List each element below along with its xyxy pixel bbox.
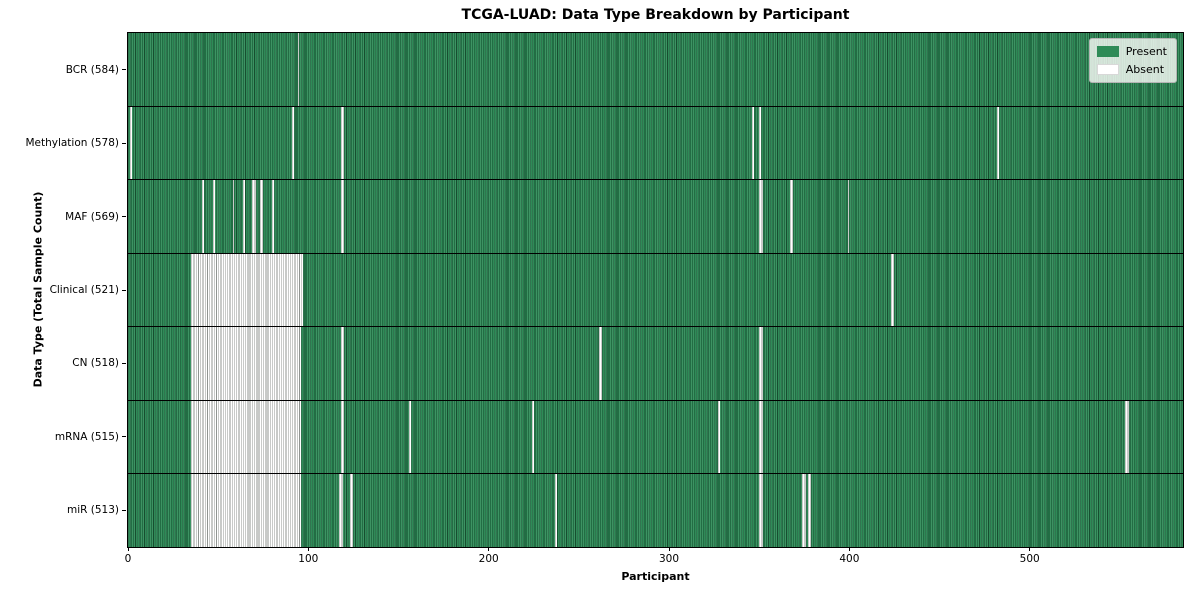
absent-run bbox=[759, 326, 763, 401]
absent-run bbox=[759, 179, 763, 254]
absent-run bbox=[847, 179, 850, 254]
absent-run bbox=[252, 179, 257, 254]
x-tick-mark bbox=[127, 547, 129, 551]
x-tick-mark bbox=[488, 547, 490, 551]
absent-run bbox=[890, 253, 895, 327]
heatmap-row-clinical bbox=[128, 253, 1183, 327]
plot-area: Present Absent bbox=[127, 32, 1184, 548]
absent-run bbox=[297, 33, 300, 107]
x-tick-label: 300 bbox=[658, 553, 680, 565]
absent-run bbox=[191, 473, 302, 547]
y-tick-mark bbox=[122, 69, 126, 71]
absent-run bbox=[259, 179, 264, 254]
y-tick-mark bbox=[122, 362, 126, 364]
y-tick-mark bbox=[122, 436, 126, 438]
y-tick-mark bbox=[122, 142, 126, 144]
x-tick-mark bbox=[307, 547, 309, 551]
row-separator bbox=[128, 179, 1183, 181]
x-tick-mark bbox=[668, 547, 670, 551]
heatmap-row-mir bbox=[128, 473, 1183, 547]
x-tick-label: 200 bbox=[478, 553, 499, 565]
absent-run bbox=[212, 179, 215, 254]
x-tick-mark bbox=[848, 547, 850, 551]
absent-run bbox=[759, 400, 763, 474]
x-tick-label: 400 bbox=[839, 553, 860, 565]
absent-run bbox=[129, 106, 132, 180]
absent-run bbox=[292, 106, 294, 180]
row-separator bbox=[128, 473, 1183, 475]
absent-run bbox=[1125, 400, 1129, 474]
y-tick-label: CN (518) bbox=[72, 357, 119, 370]
row-separator bbox=[128, 252, 1183, 254]
absent-run bbox=[339, 473, 343, 547]
row-separator bbox=[128, 105, 1183, 107]
x-tick-label: 100 bbox=[298, 553, 319, 565]
y-tick-label: MAF (569) bbox=[65, 210, 119, 223]
absent-run bbox=[349, 473, 354, 547]
x-tick-label: 0 bbox=[124, 553, 132, 565]
chart-title: TCGA-LUAD: Data Type Breakdown by Partic… bbox=[461, 7, 850, 23]
absent-run bbox=[759, 106, 761, 180]
y-tick-label: mRNA (515) bbox=[54, 430, 119, 443]
absent-run bbox=[997, 106, 1000, 180]
y-tick-label: Clinical (521) bbox=[49, 284, 119, 296]
absent-run bbox=[340, 400, 345, 474]
y-tick-label: miR (513) bbox=[66, 504, 119, 517]
absent-run bbox=[191, 253, 303, 327]
absent-run bbox=[409, 400, 412, 474]
x-tick-mark bbox=[1029, 547, 1031, 551]
row-separator bbox=[128, 326, 1183, 328]
y-tick-mark bbox=[122, 216, 126, 218]
x-tick-label: 500 bbox=[1019, 553, 1040, 565]
present-swatch bbox=[1096, 46, 1119, 57]
absent-run bbox=[531, 400, 534, 474]
absent-run bbox=[759, 473, 763, 547]
heatmap-row-bcr bbox=[128, 33, 1183, 107]
absent-run bbox=[340, 106, 345, 180]
absent-run bbox=[807, 473, 812, 547]
absent-run bbox=[598, 326, 603, 401]
absent-run bbox=[340, 179, 345, 254]
absent-run bbox=[243, 179, 246, 254]
row-separator bbox=[128, 399, 1183, 401]
legend-label-absent: Absent bbox=[1125, 63, 1165, 76]
legend-entry-present: Present bbox=[1096, 45, 1167, 58]
absent-run bbox=[555, 473, 558, 547]
absent-run bbox=[191, 400, 302, 474]
x-axis-label: Participant bbox=[621, 570, 690, 583]
heatmap-row-maf bbox=[128, 179, 1183, 254]
legend-label-present: Present bbox=[1125, 45, 1167, 58]
y-tick-label: Methylation (578) bbox=[25, 137, 119, 150]
absent-run bbox=[201, 179, 204, 254]
absent-run bbox=[717, 400, 720, 474]
heatmap-row-methylation bbox=[128, 106, 1183, 180]
heatmap-row-cn bbox=[128, 326, 1183, 401]
absent-run bbox=[232, 179, 235, 254]
y-tick-mark bbox=[122, 509, 126, 511]
absent-run bbox=[802, 473, 807, 547]
absent-run bbox=[272, 179, 275, 254]
absent-run bbox=[789, 179, 794, 254]
absent-run bbox=[751, 106, 754, 180]
absent-run bbox=[191, 326, 302, 401]
y-tick-mark bbox=[122, 289, 126, 291]
y-tick-label: BCR (584) bbox=[65, 63, 119, 76]
absent-swatch bbox=[1096, 64, 1119, 75]
legend: Present Absent bbox=[1088, 38, 1177, 83]
legend-entry-absent: Absent bbox=[1096, 63, 1167, 76]
heatmap-row-mrna bbox=[128, 400, 1183, 474]
absent-run bbox=[340, 326, 345, 401]
